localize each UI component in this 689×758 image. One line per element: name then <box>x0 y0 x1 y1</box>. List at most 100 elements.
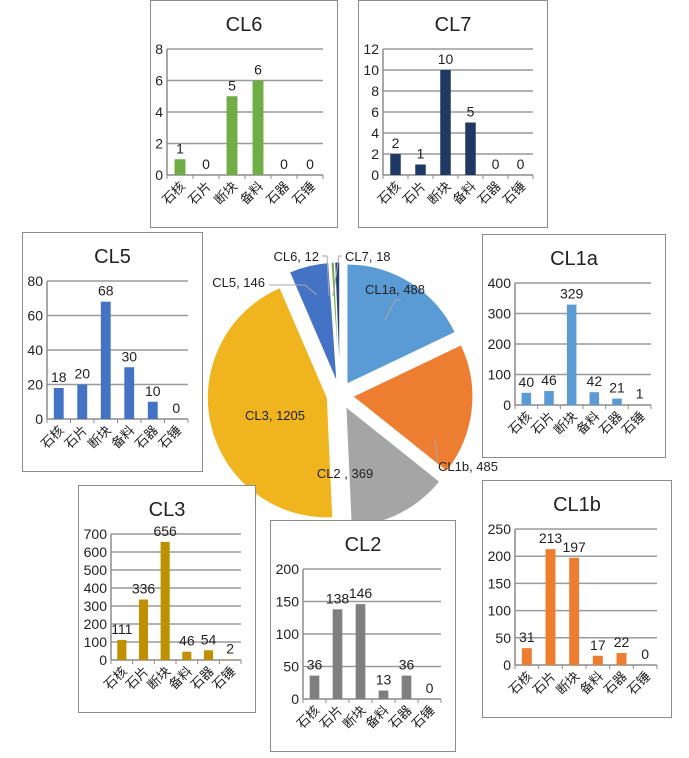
y-tick-label: 400 <box>488 275 512 291</box>
y-tick-label: 100 <box>488 603 512 619</box>
y-tick-label: 60 <box>27 308 43 324</box>
x-tick-label: 石核 <box>507 669 536 698</box>
data-label: 1 <box>417 146 425 162</box>
pie-label-cl5: CL5, 146 <box>212 275 265 290</box>
chart-title: CL6 <box>226 14 263 36</box>
bar-chart-cl1b: CL1b 0 50 100 150 200 250 31 石核 213 石片 197 断块 17 备料 22 石… <box>482 480 672 718</box>
chart-title: CL3 <box>149 499 186 521</box>
x-tick-label: 石核 <box>375 179 404 208</box>
bar <box>252 80 264 175</box>
bar <box>589 392 600 405</box>
data-label: 10 <box>438 51 454 67</box>
y-tick-label: 300 <box>84 598 108 614</box>
x-tick-label: 石器 <box>133 423 162 452</box>
bar <box>77 384 88 419</box>
x-tick-label: 断块 <box>425 179 454 208</box>
x-tick-label: 石器 <box>264 179 293 208</box>
data-label: 6 <box>254 62 262 78</box>
bar-chart-svg: CL1a 0 100 200 300 400 40 石核 46 石片 329 断块 42 备料 21 石器 1 石… <box>488 248 652 439</box>
data-label: 336 <box>132 581 156 597</box>
data-label: 0 <box>426 680 434 696</box>
y-tick-label: 150 <box>488 575 512 591</box>
chart-title: CL2 <box>345 534 382 556</box>
bar <box>378 690 389 699</box>
y-tick-label: 150 <box>276 594 300 610</box>
y-tick-label: 12 <box>363 41 379 57</box>
data-label: 138 <box>326 590 350 606</box>
chart-title: CL1b <box>553 494 601 516</box>
y-tick-label: 40 <box>27 342 43 358</box>
data-label: 20 <box>74 366 90 382</box>
bar-chart-cl7: CL7 0 2 4 6 8 10 12 2 石核 1 石片 10 断块 5 备料 0 石器 0 石锤 <box>358 0 548 228</box>
pie-label-cl2: CL2 , 369 <box>317 466 373 481</box>
bar <box>160 541 170 660</box>
data-label: 21 <box>609 380 625 396</box>
y-tick-label: 250 <box>488 521 512 537</box>
bar-chart-cl6: CL6 0 2 4 6 8 1 石核 0 石片 5 断块 6 备料 0 石器 0 石锤 <box>150 0 338 228</box>
x-tick-label: 备料 <box>577 669 607 699</box>
leader-line <box>384 299 401 321</box>
bar-chart-cl2: CL2 0 50 100 150 200 36 石核 138 石片 146 断块 13 备料 36 石器 0 石锤 <box>270 520 456 752</box>
x-tick-label: 石器 <box>386 703 415 732</box>
x-tick-label: 断块 <box>554 669 583 698</box>
bar-chart-svg: CL30100200300400500600700111石核336石片656断块… <box>84 499 242 693</box>
y-tick-label: 600 <box>84 544 108 560</box>
data-label: 146 <box>349 585 373 601</box>
data-label: 111 <box>111 621 132 637</box>
x-tick-label: 备料 <box>573 409 603 439</box>
bar <box>521 648 532 665</box>
y-tick-label: 4 <box>371 125 379 141</box>
bar <box>521 392 532 405</box>
data-label: 68 <box>98 283 114 299</box>
bar <box>415 164 426 175</box>
x-tick-label: 石片 <box>530 669 559 698</box>
data-label: 5 <box>467 104 475 120</box>
data-label: 22 <box>614 634 630 650</box>
x-tick-label: 断块 <box>551 409 580 438</box>
data-label: 17 <box>590 637 606 653</box>
chart-title: CL7 <box>435 14 472 36</box>
bar <box>182 651 192 660</box>
y-tick-label: 0 <box>371 167 379 183</box>
y-tick-label: 2 <box>155 136 163 152</box>
data-label: 0 <box>641 646 649 662</box>
x-tick-label: 备料 <box>363 703 393 733</box>
bar <box>174 159 186 175</box>
x-tick-label: 石核 <box>506 409 535 438</box>
bar <box>545 549 556 665</box>
y-tick-label: 10 <box>363 62 379 78</box>
y-tick-label: 8 <box>155 41 163 57</box>
y-tick-label: 20 <box>27 377 43 393</box>
bar <box>616 653 627 665</box>
x-tick-label: 石器 <box>475 179 504 208</box>
x-tick-label: 石片 <box>529 409 558 438</box>
y-tick-label: 200 <box>488 548 512 564</box>
x-tick-label: 石器 <box>601 669 630 698</box>
pie-slice-cl1b <box>351 344 474 473</box>
x-tick-label: 断块 <box>86 423 115 452</box>
bar <box>544 390 554 405</box>
y-tick-label: 0 <box>35 411 43 427</box>
pie-slice-cl3 <box>206 287 334 519</box>
leader-line <box>322 255 330 297</box>
bar <box>332 609 343 699</box>
y-tick-label: 4 <box>155 104 163 120</box>
data-label: 46 <box>179 633 195 649</box>
bar <box>355 604 366 699</box>
data-label: 36 <box>399 657 415 673</box>
leader-line <box>434 439 439 463</box>
data-label: 2 <box>226 641 234 657</box>
leader-line <box>269 284 318 296</box>
data-label: 0 <box>492 156 500 172</box>
y-tick-label: 100 <box>84 634 108 650</box>
y-tick-label: 500 <box>84 562 108 578</box>
data-label: 42 <box>587 373 603 389</box>
bar <box>465 122 476 175</box>
bar-chart-cl1a: CL1a 0 100 200 300 400 40 石核 46 石片 329 断块 42 备料 21 石器 1 石… <box>482 234 666 458</box>
bar <box>226 96 238 175</box>
pie-label-cl7: CL7, 18 <box>345 249 391 264</box>
bar <box>309 675 320 699</box>
data-label: 5 <box>228 77 236 93</box>
x-tick-label: 断块 <box>212 179 241 208</box>
